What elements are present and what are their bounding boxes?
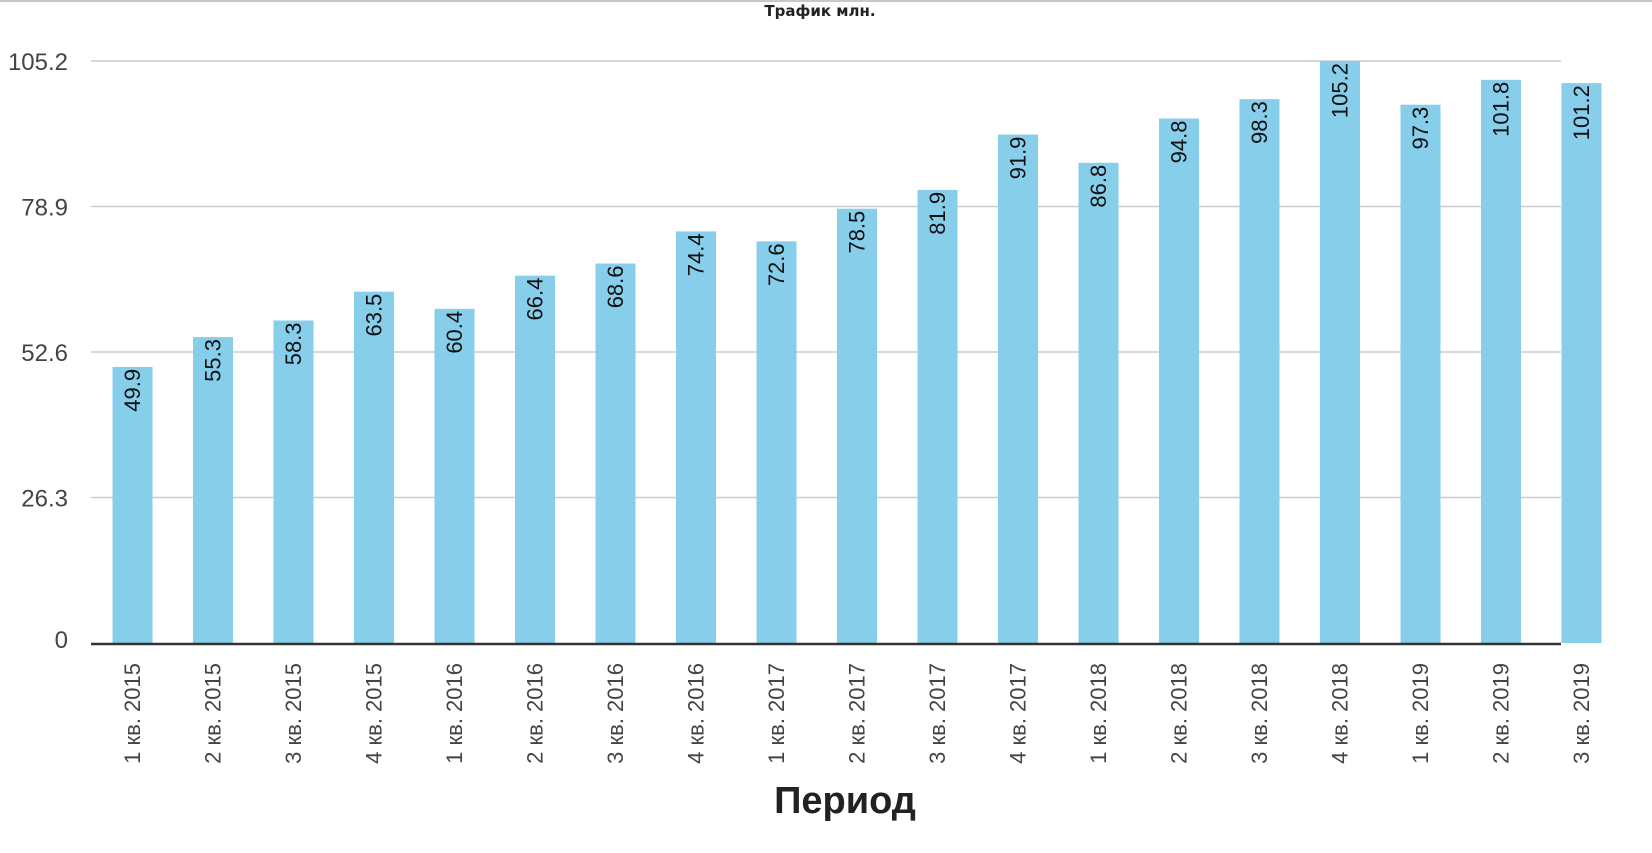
bar bbox=[595, 263, 636, 643]
bar bbox=[1078, 162, 1119, 643]
bar-value-label: 105.2 bbox=[1328, 63, 1353, 118]
bar bbox=[112, 366, 153, 643]
bar bbox=[515, 275, 555, 643]
bar bbox=[917, 189, 958, 643]
x-tick-label: 3 кв. 2017 bbox=[925, 663, 950, 764]
x-tick-label: 4 кв. 2018 bbox=[1328, 663, 1353, 764]
gridlines bbox=[91, 60, 1561, 499]
x-tick-label: 1 кв. 2016 bbox=[442, 663, 467, 764]
bar-value-label: 55.3 bbox=[201, 339, 226, 382]
x-tick-label: 4 кв. 2017 bbox=[1006, 663, 1031, 764]
bar-value-label: 58.3 bbox=[281, 322, 306, 365]
bar-value-label: 78.5 bbox=[845, 211, 870, 254]
bar bbox=[1320, 61, 1360, 643]
bar-value-label: 91.9 bbox=[1006, 137, 1031, 180]
x-tick-label: 2 кв. 2018 bbox=[1167, 663, 1192, 764]
chart-title: Трафик млн. bbox=[764, 2, 876, 20]
bar bbox=[756, 241, 797, 643]
bar bbox=[1400, 104, 1441, 643]
x-axis-ticks: 1 кв. 2015 2 кв. 2015 3 кв. 2015 4 кв. 2015… bbox=[120, 663, 1594, 764]
bar-value-label: 98.3 bbox=[1247, 101, 1272, 144]
bar-value-label: 66.4 bbox=[523, 278, 548, 321]
x-tick-label: 2 кв. 2015 bbox=[201, 663, 226, 764]
bar-value-label: 101.2 bbox=[1569, 85, 1594, 140]
bar-value-label: 72.6 bbox=[764, 243, 789, 286]
y-tick-label: 26.3 bbox=[21, 486, 68, 513]
y-tick-label: 78.9 bbox=[21, 195, 68, 222]
x-axis-title: Период bbox=[774, 780, 916, 822]
bar bbox=[1561, 83, 1602, 644]
bar-value-label: 86.8 bbox=[1086, 165, 1111, 208]
bar bbox=[1239, 99, 1280, 644]
x-tick-label: 1 кв. 2017 bbox=[764, 663, 789, 764]
bar-value-label: 60.4 bbox=[442, 311, 467, 354]
y-tick-label: 0 bbox=[55, 627, 68, 654]
x-tick-label: 1 кв. 2019 bbox=[1408, 663, 1433, 764]
x-tick-label: 2 кв. 2017 bbox=[845, 663, 870, 764]
y-tick-label: 52.6 bbox=[21, 340, 68, 367]
bar-value-label: 49.9 bbox=[120, 369, 145, 412]
top-border bbox=[0, 0, 1652, 2]
bar bbox=[998, 134, 1038, 644]
bar bbox=[193, 337, 233, 643]
x-tick-label: 3 кв. 2016 bbox=[603, 663, 628, 764]
bar bbox=[837, 208, 877, 643]
x-tick-label: 3 кв. 2019 bbox=[1569, 663, 1594, 764]
bar-value-label: 81.9 bbox=[925, 192, 950, 235]
bar-value-label: 101.8 bbox=[1489, 82, 1514, 137]
bar bbox=[1481, 79, 1521, 644]
bar-value-label: 97.3 bbox=[1408, 107, 1433, 150]
bars: 49.9 55.3 58.3 63.5 60.4 66.4 68.6 74.4 72.6 78.5… bbox=[112, 61, 1602, 644]
x-tick-label: 1 кв. 2018 bbox=[1086, 663, 1111, 764]
x-tick-label: 1 кв. 2015 bbox=[120, 663, 145, 764]
x-tick-label: 4 кв. 2015 bbox=[362, 663, 387, 764]
y-axis-ticks: 0 26.3 52.6 78.9 105.2 bbox=[8, 49, 68, 654]
bar bbox=[676, 231, 716, 643]
bar bbox=[1159, 118, 1199, 643]
bar-value-label: 68.6 bbox=[603, 265, 628, 308]
bar bbox=[273, 320, 314, 643]
bar-value-label: 63.5 bbox=[362, 294, 387, 337]
x-tick-label: 2 кв. 2016 bbox=[523, 663, 548, 764]
bar bbox=[434, 308, 475, 643]
x-tick-label: 4 кв. 2016 bbox=[684, 663, 709, 764]
bar-value-label: 94.8 bbox=[1167, 121, 1192, 164]
bar bbox=[354, 291, 394, 643]
bar-value-label: 74.4 bbox=[684, 233, 709, 276]
x-tick-label: 3 кв. 2015 bbox=[281, 663, 306, 764]
x-tick-label: 2 кв. 2019 bbox=[1489, 663, 1514, 764]
y-tick-label: 105.2 bbox=[8, 49, 68, 76]
x-tick-label: 3 кв. 2018 bbox=[1247, 663, 1272, 764]
